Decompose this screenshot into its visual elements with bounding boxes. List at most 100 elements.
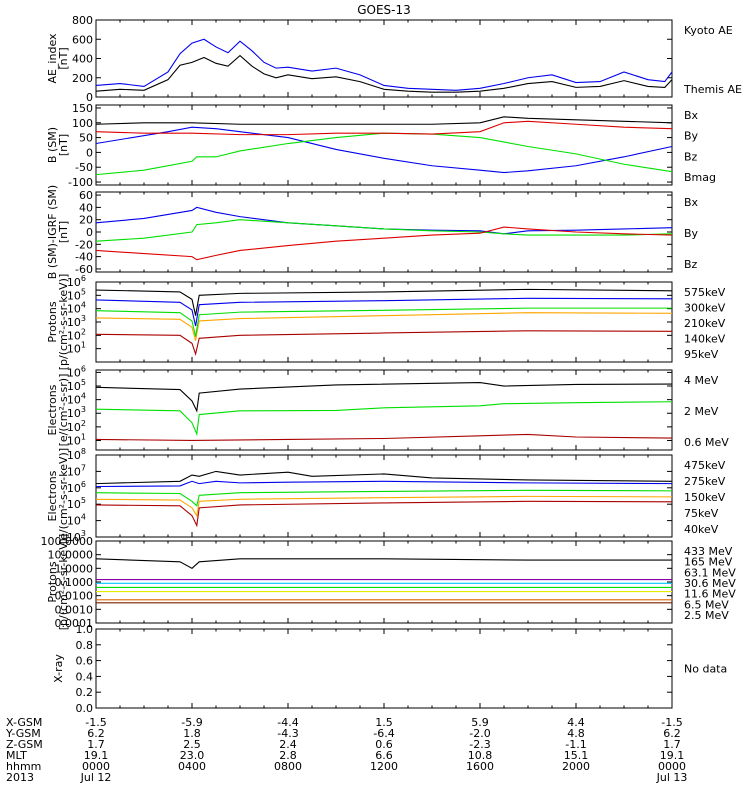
y-tick-label: 1.0000	[55, 562, 94, 575]
orbit-cell: -1.5	[661, 716, 682, 729]
y-tick-label: 0.6	[76, 655, 94, 668]
y-tick-label: 104	[67, 301, 86, 316]
y-tick-label: -20	[75, 238, 93, 251]
y-tick-label: 106	[67, 480, 86, 495]
y-tick-label: 0.0001	[55, 617, 94, 630]
orbit-cell: 10.8	[468, 749, 493, 762]
orbit-cell: -1.5	[85, 716, 106, 729]
legend-entry: 140keV	[684, 333, 726, 346]
y-tick-label-base: 10	[67, 366, 81, 379]
orbit-cell: 0800	[274, 760, 302, 773]
y-tick-label: 1.0	[76, 623, 94, 636]
legend-entry: Bz	[684, 150, 698, 163]
orbit-cell: 0.6	[375, 738, 393, 751]
series-line-pro-1	[95, 312, 673, 341]
legend-entry: 2 MeV	[684, 405, 719, 418]
y-tick-label: 600	[72, 33, 93, 46]
orbit-cell: Jul 13	[656, 771, 688, 784]
y-tick-label: 105	[67, 287, 86, 302]
y-tick-label-base: 10	[67, 343, 81, 356]
orbit-row-label: Z-GSM	[6, 738, 43, 751]
y-tick-label: 50	[79, 132, 93, 145]
y-tick-label: 0.0100	[55, 590, 94, 603]
legend-entry: Bx	[684, 109, 699, 122]
series-line-ae-0	[95, 38, 673, 91]
orbit-cell: 2000	[562, 760, 590, 773]
y-axis-label: [nT]	[57, 134, 70, 156]
orbit-cell: 6.2	[87, 727, 105, 740]
y-tick-label: 0.2	[76, 686, 94, 699]
y-tick-label: 0.0	[76, 702, 94, 715]
y-tick-label-exponent: 4	[81, 513, 86, 522]
y-tick-label-exponent: 4	[81, 392, 86, 401]
orbit-row-label: 2013	[6, 771, 34, 784]
series-line-b-1	[95, 132, 673, 176]
y-tick-label-base: 10	[67, 449, 81, 462]
y-tick-label-base: 10	[67, 303, 81, 316]
series-line-mag-4	[95, 470, 673, 485]
orbit-cell: 0400	[178, 760, 206, 773]
y-tick-label: 40	[79, 201, 93, 214]
y-axis-label: Protons	[46, 561, 59, 602]
series-line-pro-2	[95, 307, 672, 337]
y-axis-label: [e/(cm²-s-sr)]	[57, 374, 70, 447]
y-tick-label-base: 10	[67, 276, 81, 289]
y-tick-label-base: 10	[67, 515, 81, 528]
y-tick-label-base: 10	[67, 482, 81, 495]
orbit-cell: 1.8	[183, 727, 201, 740]
y-axis-label: Protons	[46, 301, 59, 342]
legend-entry: 475keV	[684, 459, 726, 472]
legend-entry: 433 MeV	[684, 545, 733, 558]
chart-title: GOES-13	[357, 3, 411, 17]
y-tick-label: 0	[86, 91, 93, 104]
y-axis-label: Electrons	[46, 384, 59, 435]
series-line-mag-3	[95, 480, 673, 488]
legend-entry: Bx	[684, 196, 699, 209]
y-tick-label: 100	[72, 117, 93, 130]
orbit-cell: 2.8	[279, 749, 297, 762]
legend-entry: 150keV	[684, 491, 726, 504]
y-tick-label-exponent: 3	[81, 314, 86, 323]
y-tick-label: 107	[67, 463, 86, 478]
series-line-pro-0	[95, 288, 673, 316]
y-tick-label: 105	[67, 496, 86, 511]
orbit-cell: 1.7	[663, 738, 681, 751]
legend-entry: 210keV	[684, 317, 726, 330]
series-line-ele-2	[95, 381, 673, 413]
y-tick-label-exponent: 5	[81, 378, 86, 387]
y-tick-label: 106	[67, 274, 86, 289]
y-tick-label: 400	[72, 53, 93, 66]
y-tick-label: 101	[67, 432, 86, 447]
legend-entry: 11.6 MeV	[684, 588, 736, 601]
orbit-cell: -4.4	[277, 716, 298, 729]
legend-entry: 6.5 MeV	[684, 598, 729, 611]
y-tick-label: 104	[67, 392, 86, 407]
y-tick-label-base: 10	[67, 498, 81, 511]
y-axis-label: [nT]	[57, 221, 70, 243]
legend-entry: Kyoto AE	[684, 24, 733, 37]
legend-entry: Bz	[684, 258, 698, 271]
panel-ele: 106105104103102101Electrons[e/(cm²-s-sr)…	[46, 364, 729, 451]
y-tick-label: 0.8	[76, 639, 94, 652]
y-tick-label: 0	[86, 226, 93, 239]
y-tick-label: 102	[67, 327, 86, 342]
legend-entry: 2.5 MeV	[684, 609, 729, 622]
orbit-cell: 0000	[82, 760, 110, 773]
y-tick-label: 0.1000	[55, 576, 94, 589]
y-axis-label: [nT]	[57, 47, 70, 69]
y-tick-label: -60	[75, 263, 93, 276]
y-tick-label-base: 10	[67, 434, 81, 447]
y-tick-label-exponent: 1	[81, 432, 86, 441]
y-tick-label: 103	[67, 529, 86, 544]
y-tick-label: 150	[72, 102, 93, 115]
panel-hep: 100.000010.00001.00000.10000.01000.00100…	[41, 534, 737, 631]
y-tick-label: 101	[67, 341, 86, 356]
y-tick-label-base: 10	[67, 465, 81, 478]
y-tick-label-exponent: 3	[81, 405, 86, 414]
series-line-db-1	[95, 219, 673, 242]
y-tick-label-base: 10	[67, 329, 81, 342]
orbit-cell: 2.5	[183, 738, 201, 751]
y-tick-label-exponent: 2	[81, 327, 86, 336]
legend-entry: 275keV	[684, 475, 726, 488]
